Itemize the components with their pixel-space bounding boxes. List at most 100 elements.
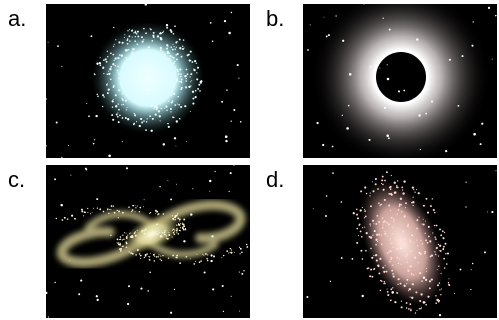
particle	[381, 204, 382, 205]
particle	[402, 189, 403, 190]
particle	[156, 211, 158, 213]
particle	[126, 238, 128, 240]
particle	[425, 304, 427, 306]
particle	[413, 242, 414, 243]
particle	[400, 264, 401, 265]
particle	[170, 312, 172, 314]
particle	[112, 54, 114, 56]
particle	[93, 208, 94, 209]
particle	[423, 205, 425, 207]
particle	[121, 66, 123, 68]
particle	[118, 243, 119, 244]
particle	[117, 70, 119, 72]
particle	[426, 257, 427, 258]
particle	[373, 255, 374, 256]
particle	[178, 81, 180, 83]
particle	[102, 94, 104, 96]
particle	[410, 297, 411, 298]
particle	[122, 245, 124, 247]
particle	[403, 238, 405, 240]
particle	[172, 255, 174, 257]
particle	[213, 255, 215, 257]
particle	[422, 224, 423, 225]
particle	[153, 105, 155, 107]
particle	[416, 38, 418, 40]
particle	[168, 101, 170, 103]
particle	[396, 292, 398, 294]
particle	[383, 271, 385, 273]
particle	[145, 3, 147, 5]
particle	[108, 73, 110, 75]
particle	[414, 256, 416, 258]
particle	[423, 277, 425, 279]
particle	[118, 89, 120, 91]
particle	[113, 46, 114, 47]
particle	[128, 49, 129, 50]
particle	[353, 212, 355, 214]
particle	[373, 268, 375, 270]
particle	[384, 233, 386, 235]
particle	[130, 236, 131, 237]
particle	[412, 186, 414, 188]
particle	[146, 121, 148, 123]
particle	[118, 41, 120, 43]
particle	[211, 254, 213, 256]
particle	[376, 234, 378, 236]
particle	[358, 224, 360, 226]
particle	[150, 81, 152, 83]
particle	[243, 270, 244, 271]
particle	[375, 239, 377, 241]
particle	[378, 202, 380, 204]
particle	[185, 80, 187, 82]
particle	[179, 220, 180, 221]
particle	[109, 209, 110, 210]
particle	[422, 243, 423, 244]
particle	[126, 107, 127, 108]
particle	[406, 283, 407, 284]
particle	[386, 134, 389, 137]
particle	[396, 185, 398, 187]
particle	[127, 43, 129, 45]
particle	[411, 251, 413, 253]
particle	[360, 190, 362, 192]
particle	[306, 296, 308, 298]
particle	[173, 228, 175, 230]
particle	[120, 243, 121, 244]
particle	[410, 309, 411, 310]
particle	[83, 215, 84, 216]
particle	[161, 108, 162, 109]
particle	[127, 38, 129, 40]
particle	[189, 59, 191, 61]
particle	[132, 253, 133, 254]
particle	[246, 244, 247, 245]
particle	[388, 137, 390, 139]
particle	[156, 256, 158, 258]
particle	[380, 204, 381, 205]
particle	[313, 208, 314, 209]
particle	[173, 62, 175, 64]
particle	[160, 37, 162, 39]
particle	[118, 121, 120, 123]
particle	[174, 104, 176, 106]
particle	[99, 208, 101, 210]
particle	[140, 288, 142, 290]
particle	[155, 113, 157, 115]
particle	[110, 235, 111, 236]
particle	[120, 236, 122, 238]
particle	[115, 105, 117, 107]
particle	[238, 78, 239, 79]
particle	[90, 35, 92, 37]
particle	[390, 189, 391, 190]
particle	[176, 229, 177, 230]
particle	[411, 297, 413, 299]
particle	[167, 123, 168, 124]
particle	[206, 258, 208, 260]
particle	[221, 257, 222, 258]
particle	[392, 287, 393, 288]
particle	[192, 188, 193, 189]
particle	[132, 52, 134, 54]
particle	[370, 248, 372, 250]
panel-image	[303, 165, 497, 318]
particle	[162, 232, 164, 234]
particle	[190, 213, 192, 215]
